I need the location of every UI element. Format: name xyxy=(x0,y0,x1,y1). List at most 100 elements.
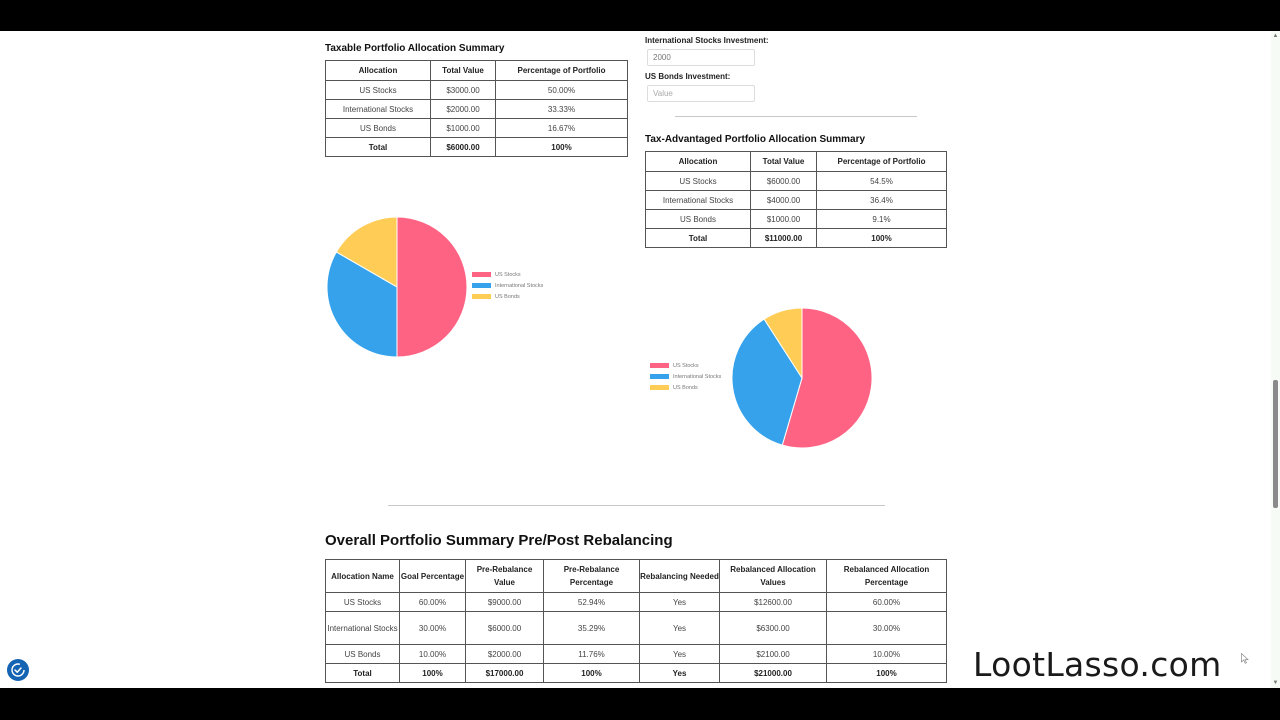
taxable-summary-title: Taxable Portfolio Allocation Summary xyxy=(325,43,505,54)
legend-swatch xyxy=(472,294,491,299)
vertical-scrollbar[interactable] xyxy=(1271,31,1280,688)
col-pre-rebalance-value: Pre-Rebalance Value xyxy=(465,559,544,593)
legend-swatch xyxy=(472,272,491,277)
col-percentage: Percentage of Portfolio xyxy=(816,151,947,172)
col-allocation-name: Allocation Name xyxy=(325,559,400,593)
watermark-text: LootLasso.com xyxy=(973,645,1222,684)
legend-item-us-bonds[interactable]: US Bonds xyxy=(650,382,721,393)
cell: Yes xyxy=(639,592,720,612)
cell: US Stocks xyxy=(325,80,431,100)
table-row: International Stocks $2000.00 33.33% xyxy=(325,99,628,119)
scroll-up-arrow-icon[interactable]: ▲ xyxy=(1272,33,1279,39)
cell: Total xyxy=(325,663,400,683)
us-bonds-investment-input[interactable]: Value xyxy=(647,85,755,102)
accessibility-button[interactable] xyxy=(7,659,29,681)
cell: Yes xyxy=(639,644,720,664)
cell: 36.4% xyxy=(816,190,947,210)
tax-advantaged-chart-legend: US Stocks International Stocks US Bonds xyxy=(650,360,721,393)
mouse-cursor-icon xyxy=(1241,653,1249,664)
cell: $1000.00 xyxy=(430,118,496,138)
table-row: US Stocks 60.00% $9000.00 52.94% Yes $12… xyxy=(325,592,947,612)
cell: $6300.00 xyxy=(719,611,827,645)
cell: US Bonds xyxy=(645,209,751,229)
legend-label: US Bonds xyxy=(673,384,698,391)
cell: 54.5% xyxy=(816,171,947,191)
pie-slice-international-stocks[interactable] xyxy=(326,251,398,358)
cell: $2000.00 xyxy=(430,99,496,119)
col-percentage: Percentage of Portfolio xyxy=(495,60,628,81)
cell: US Bonds xyxy=(325,118,431,138)
legend-label: International Stocks xyxy=(673,373,722,380)
cell: $2000.00 xyxy=(465,644,544,664)
section-divider xyxy=(388,505,885,506)
scrollbar-thumb[interactable] xyxy=(1273,380,1278,508)
cell: US Bonds xyxy=(325,644,400,664)
cell: Yes xyxy=(639,663,720,683)
col-total-value: Total Value xyxy=(430,60,496,81)
cell: $3000.00 xyxy=(430,80,496,100)
legend-item-us-stocks[interactable]: US Stocks xyxy=(472,269,543,280)
table-row: US Bonds $1000.00 9.1% xyxy=(645,209,947,229)
cell: 33.33% xyxy=(495,99,628,119)
table-total-row: Total $6000.00 100% xyxy=(325,137,628,157)
legend-item-us-stocks[interactable]: US Stocks xyxy=(650,360,721,371)
legend-item-international-stocks[interactable]: International Stocks xyxy=(650,371,721,382)
legend-swatch xyxy=(650,385,669,390)
top-letterbox xyxy=(0,0,1280,31)
cell: Total xyxy=(645,228,751,248)
cell: International Stocks xyxy=(325,611,400,645)
cell: $21000.00 xyxy=(719,663,827,683)
cell: 50.00% xyxy=(495,80,628,100)
pie-slice-us-bonds[interactable] xyxy=(335,216,398,288)
international-stocks-investment-input[interactable]: 2000 xyxy=(647,49,755,66)
col-goal-percentage: Goal Percentage xyxy=(399,559,466,593)
legend-item-international-stocks[interactable]: International Stocks xyxy=(472,280,543,291)
table-total-row: Total $11000.00 100% xyxy=(645,228,947,248)
legend-swatch xyxy=(472,283,491,288)
cell: $6000.00 xyxy=(750,171,817,191)
table-total-row: Total 100% $17000.00 100% Yes $21000.00 … xyxy=(325,663,947,683)
col-rebalanced-percentage: Rebalanced Allocation Percentage xyxy=(826,559,947,593)
tax-advantaged-summary-table: Allocation Total Value Percentage of Por… xyxy=(645,151,947,248)
table-row: US Stocks $3000.00 50.00% xyxy=(325,80,628,100)
table-row: US Stocks $6000.00 54.5% xyxy=(645,171,947,191)
tax-advantaged-pie-chart xyxy=(731,307,873,449)
tax-advantaged-summary-title: Tax-Advantaged Portfolio Allocation Summ… xyxy=(645,134,866,145)
pie-slice-us-stocks[interactable] xyxy=(396,216,468,358)
cell: 100% xyxy=(816,228,947,248)
cell: $17000.00 xyxy=(465,663,544,683)
cell: 10.00% xyxy=(826,644,947,664)
cell: 9.1% xyxy=(816,209,947,229)
legend-swatch xyxy=(650,363,669,368)
legend-label: US Bonds xyxy=(495,293,520,300)
cell: US Stocks xyxy=(325,592,400,612)
col-allocation: Allocation xyxy=(325,60,431,81)
overall-summary-table: Allocation Name Goal Percentage Pre-Reba… xyxy=(325,559,947,683)
cell: 30.00% xyxy=(399,611,466,645)
cell: Yes xyxy=(639,611,720,645)
col-rebalanced-values: Rebalanced Allocation Values xyxy=(719,559,827,593)
legend-item-us-bonds[interactable]: US Bonds xyxy=(472,291,543,302)
us-bonds-investment-label: US Bonds Investment: xyxy=(645,72,731,81)
scroll-down-arrow-icon[interactable]: ▼ xyxy=(1272,680,1279,686)
cell: 100% xyxy=(543,663,640,683)
cell: International Stocks xyxy=(645,190,751,210)
international-stocks-investment-label: International Stocks Investment: xyxy=(645,36,769,45)
pie-slice-us-stocks[interactable] xyxy=(781,307,873,449)
bottom-letterbox xyxy=(0,688,1280,720)
cell: 10.00% xyxy=(399,644,466,664)
cell: $1000.00 xyxy=(750,209,817,229)
table-row: US Bonds 10.00% $2000.00 11.76% Yes $210… xyxy=(325,644,947,664)
cell: 100% xyxy=(495,137,628,157)
cell: 30.00% xyxy=(826,611,947,645)
pie-slice-us-bonds[interactable] xyxy=(763,307,803,380)
taxable-chart-legend: US Stocks International Stocks US Bonds xyxy=(472,269,543,302)
taxable-pie-chart xyxy=(326,216,468,358)
col-allocation: Allocation xyxy=(645,151,751,172)
table-row: International Stocks $4000.00 36.4% xyxy=(645,190,947,210)
cell: International Stocks xyxy=(325,99,431,119)
cell: $2100.00 xyxy=(719,644,827,664)
table-row: International Stocks 30.00% $6000.00 35.… xyxy=(325,611,947,645)
cell: 52.94% xyxy=(543,592,640,612)
pie-slice-international-stocks[interactable] xyxy=(731,318,803,446)
